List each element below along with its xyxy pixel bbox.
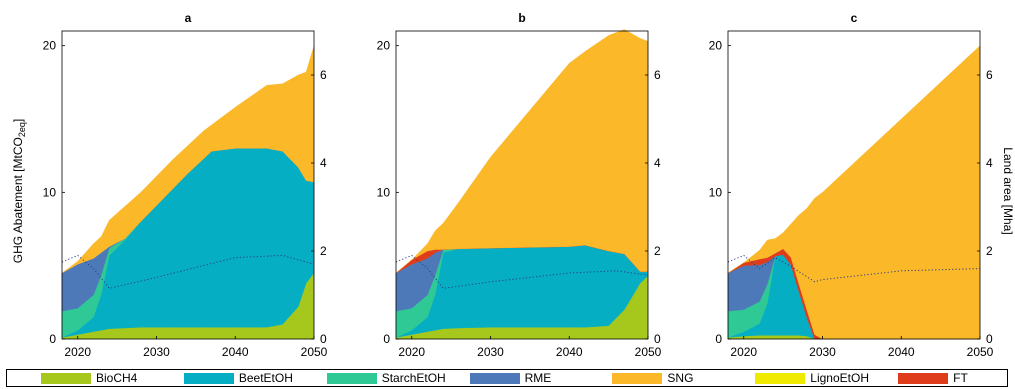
legend-swatch bbox=[183, 372, 234, 384]
x-tick-label: 2020 bbox=[730, 345, 757, 359]
panel-title: b bbox=[518, 11, 525, 25]
x-tick-label: 2030 bbox=[143, 345, 170, 359]
legend-item-BioCH4: BioCH4 bbox=[41, 370, 137, 386]
y-left-tick-label: 10 bbox=[43, 185, 57, 199]
y-right-tick-label: 2 bbox=[654, 244, 661, 258]
y-left-tick-label: 0 bbox=[715, 332, 722, 346]
y-right-tick-label: 4 bbox=[654, 156, 661, 170]
land-area-line bbox=[727, 254, 981, 283]
x-tick-label: 2020 bbox=[398, 345, 425, 359]
y-right-tick-label: 4 bbox=[320, 156, 327, 170]
y-right-tick-label: 6 bbox=[654, 68, 661, 82]
y-left-tick-label: 10 bbox=[709, 185, 723, 199]
legend-item-RME: RME bbox=[469, 370, 552, 386]
legend-swatch bbox=[326, 372, 377, 384]
legend-item-LignoEtOH: LignoEtOH bbox=[755, 370, 869, 386]
x-tick-label: 2050 bbox=[301, 345, 328, 359]
y-right-tick-label: 6 bbox=[986, 68, 993, 82]
legend-swatch bbox=[755, 372, 806, 384]
legend-label: BioCH4 bbox=[96, 371, 138, 385]
x-tick-label: 2040 bbox=[888, 345, 915, 359]
legend-item-FT: FT bbox=[898, 370, 968, 386]
y-right-tick-label: 2 bbox=[986, 244, 993, 258]
legend-swatch bbox=[469, 372, 520, 384]
legend-item-StarchEtOH: StarchEtOH bbox=[326, 370, 446, 386]
x-tick-label: 2050 bbox=[967, 345, 994, 359]
y-right-tick-label: 2 bbox=[320, 244, 327, 258]
legend-swatch bbox=[612, 372, 663, 384]
legend-label: LignoEtOH bbox=[810, 371, 869, 385]
y-left-tick-label: 20 bbox=[377, 39, 391, 53]
legend-swatch bbox=[898, 372, 949, 384]
x-tick-label: 2030 bbox=[809, 345, 836, 359]
y-right-tick-label: 6 bbox=[320, 68, 327, 82]
panel-title: a bbox=[185, 11, 192, 25]
legend-swatch bbox=[41, 372, 91, 384]
y-left-tick-label: 20 bbox=[709, 39, 723, 53]
legend-label: StarchEtOH bbox=[381, 371, 446, 385]
axes-box bbox=[61, 30, 315, 340]
legend-label: SNG bbox=[667, 371, 694, 385]
legend: BioCH4 BeetEtOH StarchEtOH RME SNG LignoEtOH F… bbox=[6, 369, 1008, 387]
y-right-tick-label: 0 bbox=[654, 332, 661, 346]
y-axis-left-title: GHG Abatement [MtCO2eq] bbox=[11, 119, 27, 263]
axes-box bbox=[395, 30, 649, 340]
land-area-line bbox=[61, 254, 315, 289]
y-left-tick-label: 20 bbox=[43, 39, 57, 53]
x-tick-label: 2040 bbox=[222, 345, 249, 359]
legend-label: BeetEtOH bbox=[238, 371, 293, 385]
legend-label: RME bbox=[524, 371, 552, 385]
legend-label: FT bbox=[953, 371, 968, 385]
axes-box bbox=[727, 30, 981, 340]
y-right-tick-label: 4 bbox=[986, 156, 993, 170]
land-area-line bbox=[395, 254, 649, 289]
y-left-tick-label: 0 bbox=[49, 332, 56, 346]
x-tick-label: 2040 bbox=[556, 345, 583, 359]
x-tick-label: 2030 bbox=[477, 345, 504, 359]
panel-title: c bbox=[851, 11, 858, 25]
x-tick-label: 2050 bbox=[635, 345, 662, 359]
y-right-tick-label: 0 bbox=[986, 332, 993, 346]
area-SNG bbox=[395, 29, 649, 274]
x-tick-label: 2020 bbox=[64, 345, 91, 359]
y-axis-right-title: Land area [Mha] bbox=[1001, 147, 1015, 234]
y-right-tick-label: 0 bbox=[320, 332, 327, 346]
y-left-tick-label: 0 bbox=[383, 332, 390, 346]
legend-item-BeetEtOH: BeetEtOH bbox=[183, 370, 293, 386]
legend-item-SNG: SNG bbox=[612, 370, 693, 386]
y-left-tick-label: 10 bbox=[377, 185, 391, 199]
